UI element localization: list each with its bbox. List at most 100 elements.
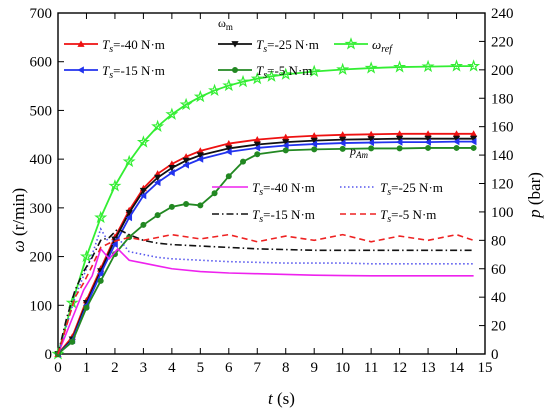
y-right-tick-label: 240 [491, 6, 514, 22]
series-marker [97, 277, 104, 284]
x-tick-label: 0 [54, 360, 62, 376]
series-marker [339, 136, 347, 144]
series-marker [310, 137, 318, 145]
omega-group-annotation: ωm [218, 16, 233, 32]
y-right-tick-label: 100 [491, 205, 514, 221]
series-marker [139, 192, 147, 200]
series-marker [225, 173, 232, 180]
series-marker [452, 130, 461, 137]
series-marker [111, 236, 119, 244]
series-2 [54, 135, 478, 358]
y-left-tick-label: 600 [30, 55, 53, 71]
legend-label: Ts=-5 N·m [380, 207, 436, 225]
series-marker [253, 136, 261, 143]
x-tick-label: 5 [197, 360, 205, 376]
series-marker [452, 138, 460, 146]
series-marker [424, 130, 432, 137]
y-left-tick-label: 100 [30, 298, 53, 314]
series-marker [179, 97, 193, 111]
y-left-tick-label: 500 [30, 103, 53, 119]
y-left-tick-label: 400 [30, 152, 53, 168]
series-marker [108, 179, 122, 192]
legend-label: Ts=-25 N·m [380, 180, 443, 198]
y-left-tick-label: 200 [30, 250, 53, 266]
series-marker [453, 144, 460, 151]
series-marker [182, 161, 189, 169]
series-marker [470, 138, 477, 146]
series-marker [168, 203, 175, 210]
legend-pressure-item: Ts=-15 N·m [212, 207, 315, 225]
series-marker [77, 40, 85, 47]
series-marker [265, 69, 278, 82]
series-marker [282, 141, 289, 150]
series-marker [196, 147, 204, 154]
series-marker [470, 144, 477, 151]
series-marker [136, 135, 150, 148]
series-marker [225, 145, 233, 153]
series-marker [310, 132, 318, 139]
series-marker [122, 154, 136, 168]
series-marker [282, 133, 290, 141]
series-marker [140, 221, 147, 228]
series-marker [77, 66, 84, 74]
series-marker [196, 155, 204, 163]
series-marker [364, 61, 378, 74]
series-marker [225, 139, 233, 147]
series-marker [367, 130, 375, 138]
x-tick-label: 8 [282, 360, 290, 376]
series-marker [336, 62, 350, 76]
series-line [57, 132, 474, 355]
y-right-tick-label: 120 [491, 177, 514, 193]
series-marker [154, 212, 161, 219]
series-marker [339, 145, 346, 152]
series-marker [253, 144, 261, 152]
x-tick-label: 3 [140, 360, 148, 376]
y-right-tick-label: 180 [491, 91, 514, 107]
legend-omega-item: Ts=-25 N·m [218, 37, 319, 55]
series-layer [51, 59, 481, 360]
axis-ticks: 0 1 2 3 4 5 6 7 8 9 10 11 12 13 14 15010020030040050060… [30, 6, 514, 376]
legend-label: Ts=-5 N·m [256, 63, 312, 81]
legend-omega-item: Ts=-5 N·m [218, 63, 312, 81]
series-marker [69, 338, 76, 345]
series-marker [232, 67, 238, 73]
y-right-tick-label: 20 [491, 319, 506, 335]
series-line [57, 65, 474, 355]
series-marker [196, 152, 204, 159]
series-marker [222, 78, 236, 92]
series-marker [211, 190, 218, 197]
series-7 [57, 227, 474, 355]
series-marker [154, 174, 162, 182]
series-marker [193, 89, 207, 103]
series-marker [368, 145, 375, 152]
series-marker [83, 304, 90, 311]
series-marker [310, 140, 318, 148]
legend-omega-item: Ts=-40 N·m [64, 37, 165, 55]
series-marker [424, 138, 431, 146]
series-5 [57, 247, 474, 355]
series-marker [396, 135, 404, 143]
series-marker [97, 270, 104, 278]
legend-omega-item: Ts=-15 N·m [64, 63, 165, 81]
y-right-tick-label: 160 [491, 120, 514, 136]
x-tick-label: 1 [83, 360, 91, 376]
series-marker [151, 119, 165, 133]
series-marker [183, 200, 190, 207]
series-marker [396, 145, 403, 152]
x-tick-label: 15 [478, 360, 493, 376]
series-8 [57, 233, 474, 355]
x-tick-label: 9 [310, 360, 318, 376]
series-marker [168, 169, 175, 177]
y-right-tick-label: 80 [491, 233, 506, 249]
x-axis-title: t (s) [268, 389, 295, 408]
y-right-tick-label: 140 [491, 148, 514, 164]
x-tick-label: 6 [225, 360, 233, 376]
y-right-tick-label: 220 [491, 34, 514, 50]
series-marker [425, 144, 432, 151]
y-right-tick-label: 200 [491, 63, 514, 79]
legend-label: Ts=-40 N·m [102, 37, 165, 55]
y-right-tick-label: 40 [491, 290, 506, 306]
series-marker [79, 249, 93, 263]
legend-label: Ts=-25 N·m [256, 37, 319, 55]
series-marker [111, 251, 118, 258]
